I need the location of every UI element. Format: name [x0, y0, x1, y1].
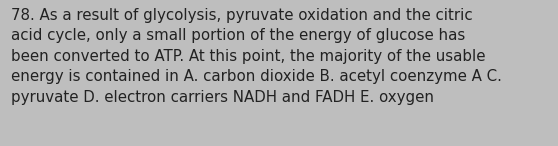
- Text: 78. As a result of glycolysis, pyruvate oxidation and the citric
acid cycle, onl: 78. As a result of glycolysis, pyruvate …: [11, 8, 502, 105]
